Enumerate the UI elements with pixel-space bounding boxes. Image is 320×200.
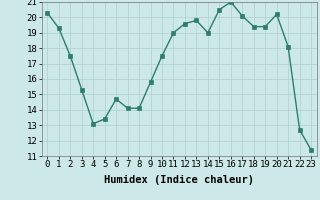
X-axis label: Humidex (Indice chaleur): Humidex (Indice chaleur): [104, 175, 254, 185]
